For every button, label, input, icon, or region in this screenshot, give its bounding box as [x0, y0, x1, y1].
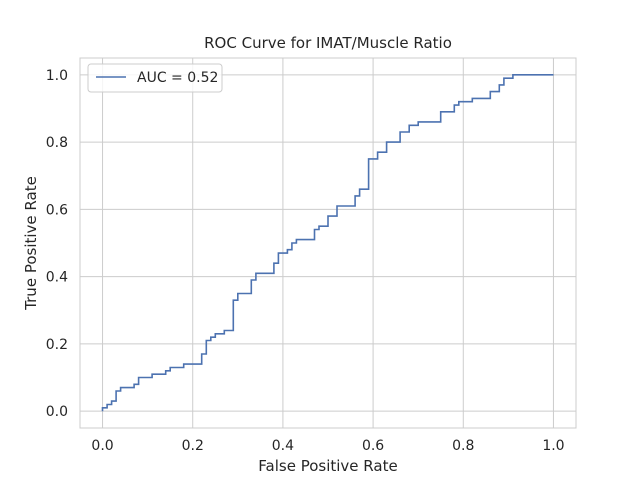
- x-tick-label: 0.4: [272, 438, 294, 454]
- x-tick-labels: 0.0 0.2 0.4 0.6 0.8 1.0: [91, 438, 564, 454]
- x-tick-label: 0.0: [91, 438, 113, 454]
- y-tick-label: 0.4: [46, 270, 68, 286]
- legend-box: [87, 63, 223, 93]
- x-tick-label: 0.8: [452, 438, 474, 454]
- y-tick-label: 1.0: [46, 68, 68, 84]
- y-axis-label: True Positive Rate: [22, 176, 40, 311]
- grid: [80, 58, 576, 428]
- x-tick-label: 1.0: [542, 438, 564, 454]
- series-layer: [101, 74, 554, 412]
- legend: AUC = 0.52: [87, 63, 223, 93]
- x-tick-label: 0.6: [362, 438, 384, 454]
- y-tick-label: 0.6: [46, 202, 68, 218]
- chart-title: ROC Curve for IMAT/Muscle Ratio: [204, 34, 452, 52]
- x-axis-label: False Positive Rate: [258, 457, 397, 475]
- legend-entry-label: AUC = 0.52: [137, 70, 218, 86]
- y-tick-label: 0.8: [46, 135, 68, 151]
- plot-frame: [79, 57, 577, 429]
- roc-curve-line: [101, 74, 554, 412]
- x-tick-label: 0.2: [182, 438, 204, 454]
- y-tick-label: 0.2: [46, 337, 68, 353]
- y-tick-labels: 0.0 0.2 0.4 0.6 0.8 1.0: [46, 68, 68, 420]
- y-tick-label: 0.0: [46, 404, 68, 420]
